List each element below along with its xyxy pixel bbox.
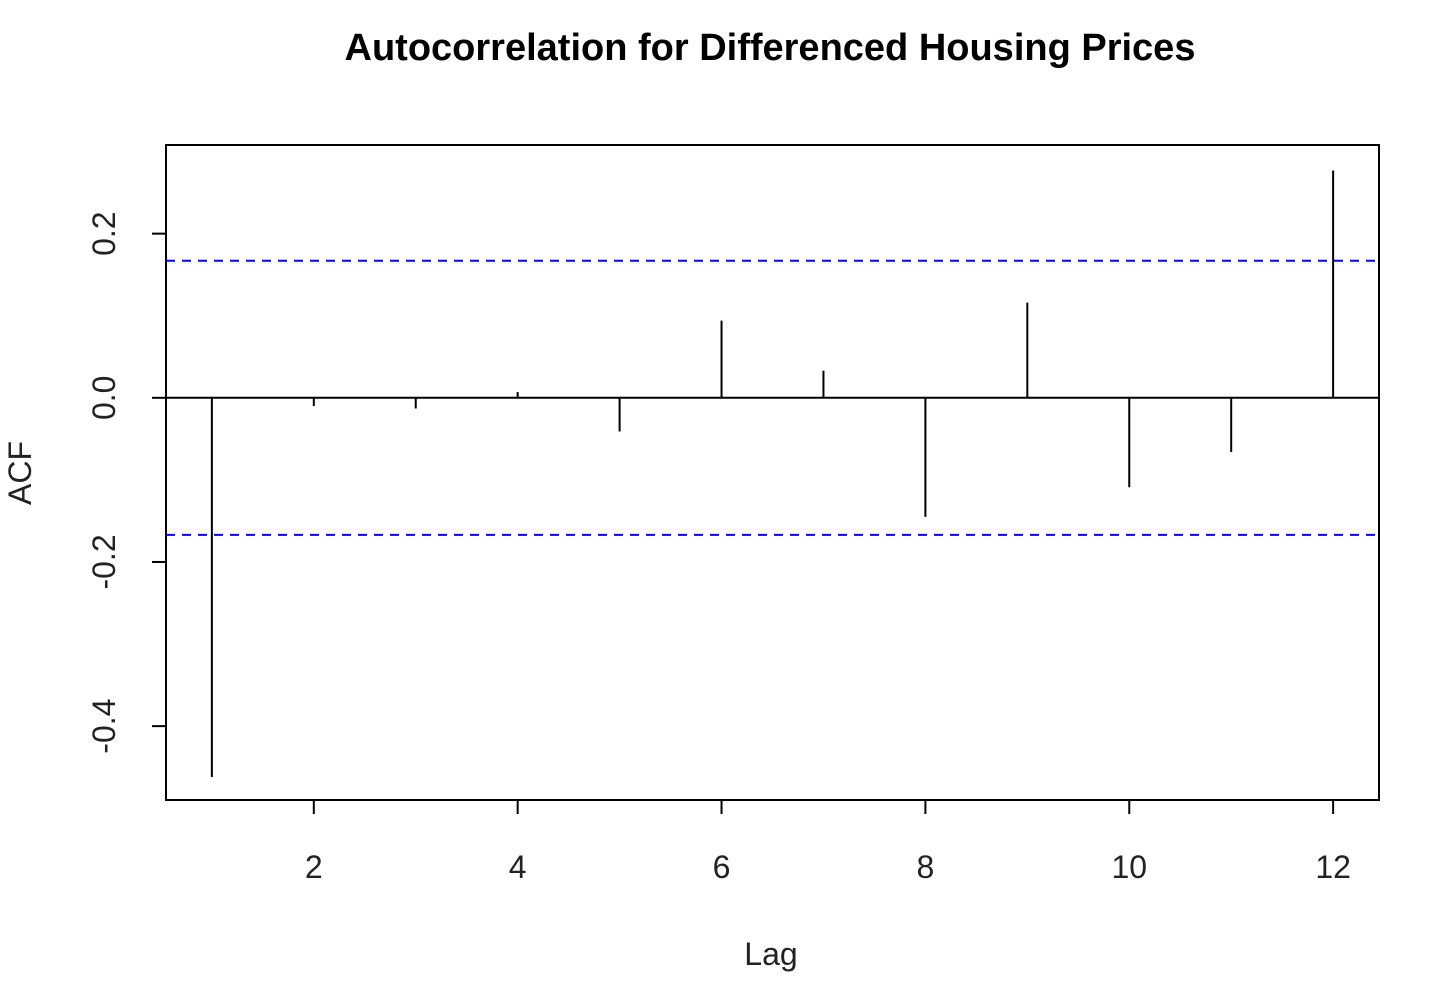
y-tick-label-neg0_4: -0.4 — [86, 699, 122, 754]
chart-title: Autocorrelation for Differenced Housing … — [345, 27, 1196, 69]
x-tick-label-12: 12 — [1315, 849, 1351, 885]
x-axis-label: Lag — [744, 936, 797, 972]
y-tick-label-0: 0.0 — [86, 376, 122, 420]
x-tick-label-10: 10 — [1111, 849, 1147, 885]
plot-area: 2 4 6 8 10 12 -0.4 -0.2 0.0 0.2 — [86, 144, 1380, 885]
y-tick-label-neg0_2: -0.2 — [86, 534, 122, 589]
plot-frame — [165, 144, 1380, 801]
y-tick-label-0_2: 0.2 — [86, 211, 122, 255]
y-axis-label: ACF — [2, 441, 38, 505]
x-tick-label-8: 8 — [917, 849, 935, 885]
x-tick-label-6: 6 — [713, 849, 731, 885]
x-tick-label-4: 4 — [509, 849, 527, 885]
x-tick-label-2: 2 — [305, 849, 323, 885]
